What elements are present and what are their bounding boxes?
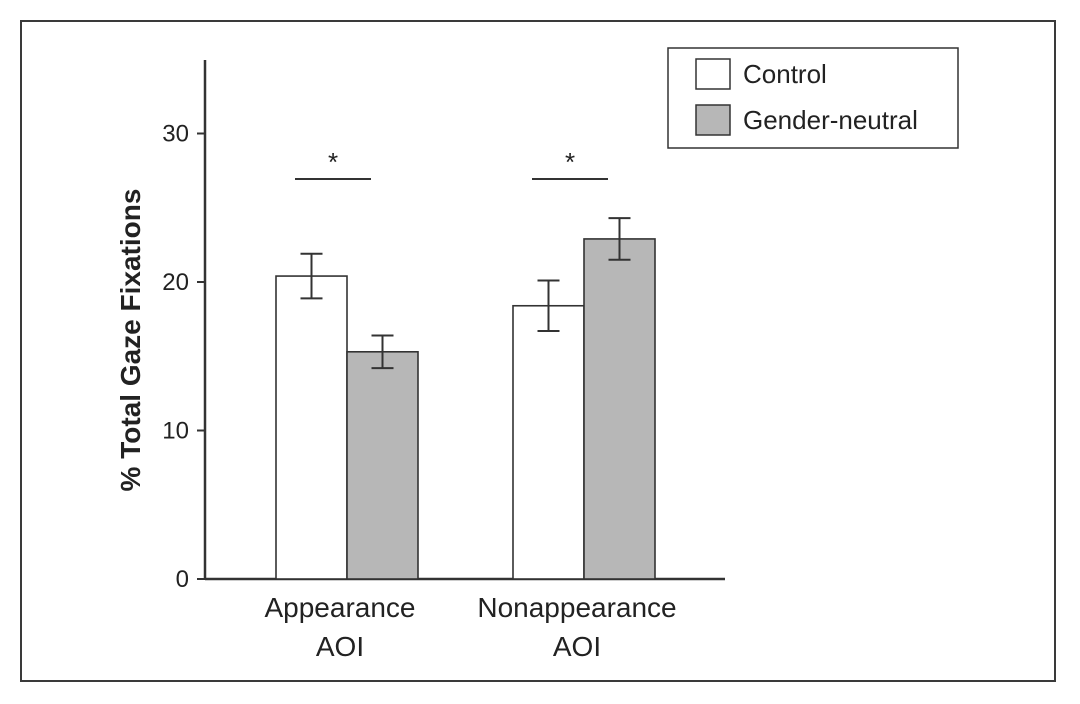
y-tick-label: 0 — [176, 566, 189, 593]
category-label-line2: AOI — [553, 631, 601, 662]
bar-control-1 — [512, 304, 585, 580]
category-label-line1: Appearance — [264, 592, 415, 623]
y-axis-label: % Total Gaze Fixations — [115, 189, 146, 492]
significance-markers: * * — [295, 147, 608, 180]
bar-gender-neutral-1 — [583, 238, 656, 580]
legend-label: Control — [743, 59, 827, 89]
bars — [275, 238, 656, 580]
category-label-line2: AOI — [316, 631, 364, 662]
significance-star: * — [565, 147, 575, 177]
legend: Control Gender-neutral — [667, 47, 959, 149]
bar-control-0 — [275, 275, 348, 580]
y-tick-label: 10 — [162, 418, 189, 445]
category-label-line1: Nonappearance — [477, 592, 676, 623]
category-labels: Appearance AOI Nonappearance AOI — [264, 592, 676, 662]
bar-gender-neutral-0 — [346, 350, 419, 580]
legend-swatch-gender-neutral — [695, 104, 731, 136]
legend-label: Gender-neutral — [743, 105, 918, 135]
significance-star: * — [328, 147, 338, 177]
y-tick-label: 30 — [162, 121, 189, 148]
y-tick-label: 20 — [162, 269, 189, 296]
error-bars — [300, 217, 631, 370]
legend-swatch-control — [695, 58, 731, 90]
